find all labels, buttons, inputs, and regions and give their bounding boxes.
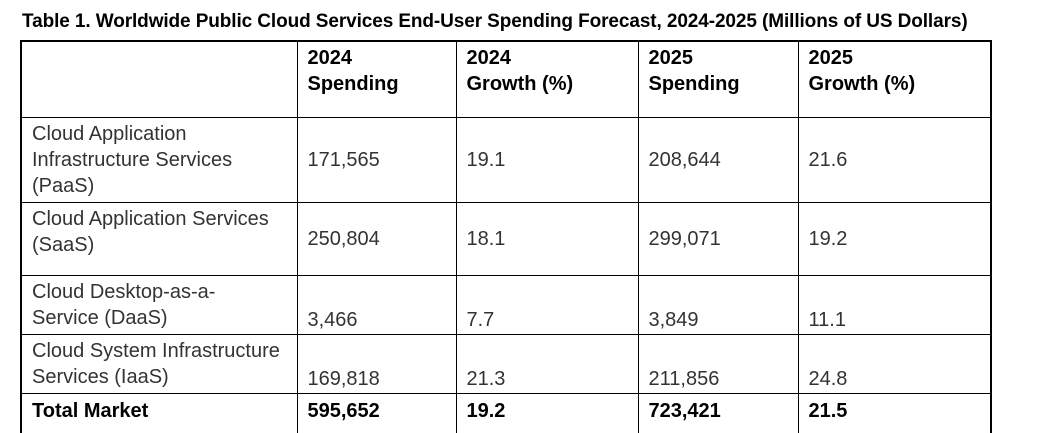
- growth-2024-value: 7.7: [455, 274, 639, 335]
- segment-label: Cloud Application Services (SaaS): [20, 201, 298, 276]
- growth-2024-value: 19.2: [455, 392, 639, 433]
- table-row-iaas: Cloud System Infrastructure Services (Ia…: [20, 333, 992, 394]
- header-cell-2025-spending: 2025 Spending: [637, 40, 799, 118]
- spending-2024-value: 169,818: [296, 333, 457, 394]
- spending-2024-value: 250,804: [296, 201, 457, 276]
- growth-2024-value: 18.1: [455, 201, 639, 276]
- table-row-total: Total Market 595,652 19.2 723,421 21.5: [20, 392, 992, 433]
- spending-2025-value: 723,421: [637, 392, 799, 433]
- spending-forecast-table: 2024 Spending 2024 Growth (%) 2025 Spend…: [20, 40, 992, 433]
- growth-2025-value: 19.2: [797, 201, 992, 276]
- spending-2025-value: 299,071: [637, 201, 799, 276]
- growth-2025-value: 11.1: [797, 274, 992, 335]
- growth-2024-value: 21.3: [455, 333, 639, 394]
- header-row: 2024 Spending 2024 Growth (%) 2025 Spend…: [20, 40, 992, 118]
- spending-2024-value: 3,466: [296, 274, 457, 335]
- growth-2024-value: 19.1: [455, 116, 639, 203]
- growth-2025-value: 21.6: [797, 116, 992, 203]
- table-row-daas: Cloud Desktop-as-a- Service (DaaS) 3,466…: [20, 274, 992, 335]
- header-cell-2024-growth: 2024 Growth (%): [455, 40, 639, 118]
- segment-label: Total Market: [20, 392, 298, 433]
- table-row-paas: Cloud Application Infrastructure Service…: [20, 116, 992, 203]
- spending-2025-value: 211,856: [637, 333, 799, 394]
- header-cell-2025-growth: 2025 Growth (%): [797, 40, 992, 118]
- table-row-saas: Cloud Application Services (SaaS) 250,80…: [20, 201, 992, 276]
- segment-label: Cloud System Infrastructure Services (Ia…: [20, 333, 298, 394]
- growth-2025-value: 21.5: [797, 392, 992, 433]
- spending-2024-value: 595,652: [296, 392, 457, 433]
- header-cell-2024-spending: 2024 Spending: [296, 40, 457, 118]
- growth-2025-value: 24.8: [797, 333, 992, 394]
- header-cell-segment: [20, 40, 298, 118]
- table-title: Table 1. Worldwide Public Cloud Services…: [22, 11, 968, 32]
- segment-label: Cloud Desktop-as-a- Service (DaaS): [20, 274, 298, 335]
- spending-2024-value: 171,565: [296, 116, 457, 203]
- segment-label: Cloud Application Infrastructure Service…: [20, 116, 298, 203]
- spending-2025-value: 208,644: [637, 116, 799, 203]
- spending-2025-value: 3,849: [637, 274, 799, 335]
